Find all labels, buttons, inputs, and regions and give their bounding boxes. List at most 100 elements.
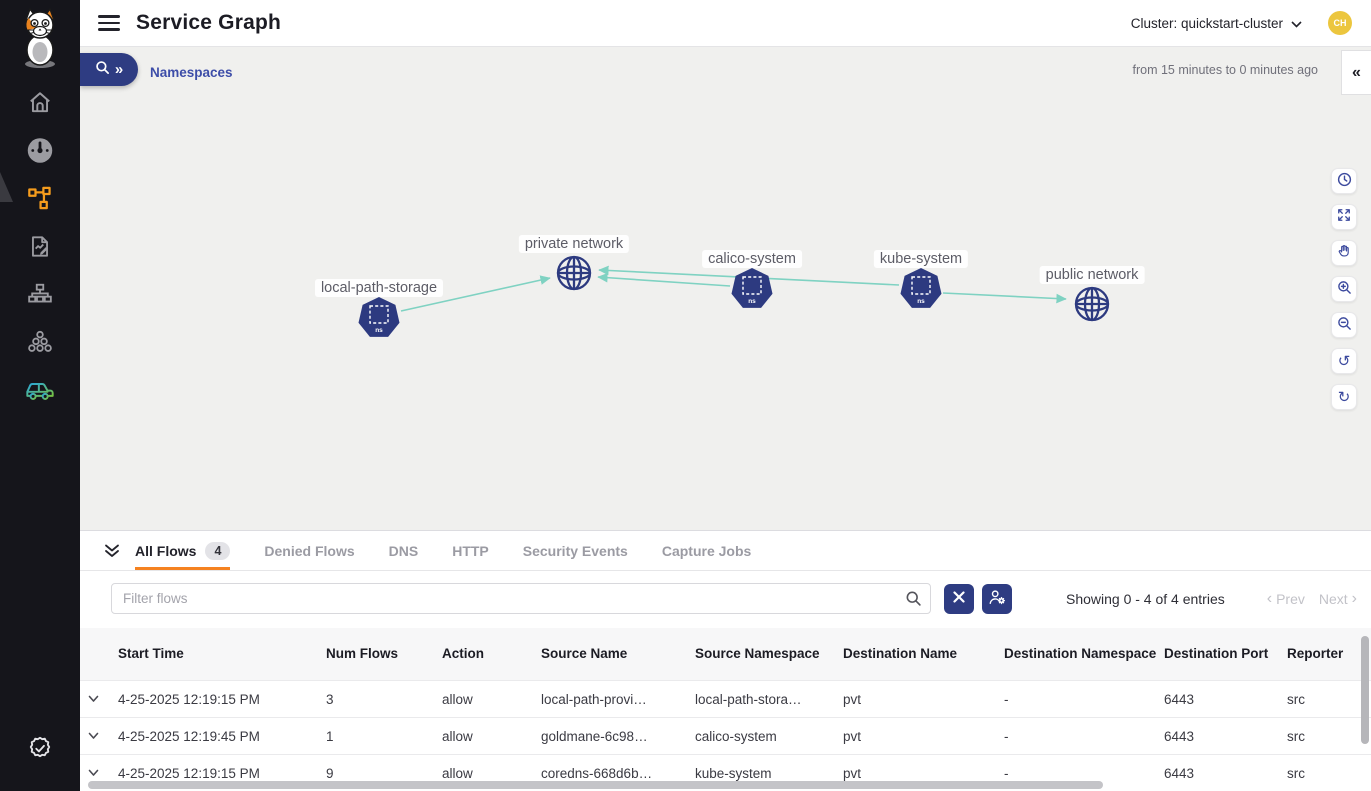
col-source-namespace[interactable]: Source Namespace <box>695 645 820 661</box>
col-destination-namespace[interactable]: Destination Namespace <box>1004 645 1157 661</box>
undo-layout-button[interactable]: ↺ <box>1331 348 1357 374</box>
table-cell: allow <box>442 765 473 781</box>
user-settings-button[interactable] <box>982 583 1012 614</box>
node-label[interactable]: private network <box>518 235 630 253</box>
graph-node-kube-system[interactable]: ns <box>899 267 943 316</box>
avatar[interactable]: CH <box>1328 11 1352 35</box>
node-label[interactable]: calico-system <box>702 250 802 268</box>
clusters-icon <box>27 330 54 360</box>
prev-page-button[interactable]: ‹ Prev <box>1266 589 1305 607</box>
pan-tool-button[interactable] <box>1331 240 1357 266</box>
col-action[interactable]: Action <box>442 645 484 661</box>
flows-tabs: All Flows 4 Denied Flows DNS HTTP Securi… <box>80 531 1371 571</box>
filter-flows-input[interactable] <box>111 583 931 614</box>
collapse-panel-button[interactable] <box>104 544 120 558</box>
tab-all-flows[interactable]: All Flows 4 <box>135 531 231 570</box>
graph-node-calico-system[interactable]: ns <box>730 267 774 316</box>
network-tree-icon <box>27 283 53 312</box>
node-label[interactable]: kube-system <box>873 250 969 268</box>
certificate-check-icon <box>26 736 54 767</box>
zoom-out-icon <box>1337 316 1352 335</box>
table-cell: pvt <box>843 691 862 707</box>
clock-icon <box>1337 172 1352 191</box>
flows-table-header: Start Time Num Flows Action Source Name … <box>80 628 1371 680</box>
menu-toggle-button[interactable] <box>98 15 120 31</box>
sidebar-item-clusters[interactable] <box>27 329 54 361</box>
sidebar-item-certificate[interactable] <box>26 735 54 768</box>
tab-http[interactable]: HTTP <box>452 542 489 559</box>
tab-security-events[interactable]: Security Events <box>522 542 628 559</box>
col-num-flows[interactable]: Num Flows <box>326 645 399 661</box>
graph-node-local-path-storage[interactable]: ns <box>357 296 401 345</box>
cluster-selector[interactable]: Cluster: quickstart-cluster <box>1131 16 1302 31</box>
col-destination-name[interactable]: Destination Name <box>843 645 958 661</box>
table-cell: 9 <box>326 765 334 781</box>
sidebar-item-dashboard[interactable] <box>26 137 54 170</box>
refresh-button[interactable]: ↻ <box>1331 384 1357 410</box>
breadcrumb[interactable]: Namespaces <box>150 65 233 80</box>
row-expand-chevron[interactable] <box>88 769 118 777</box>
policies-report-icon <box>27 236 53 264</box>
collapse-right-panel-button[interactable]: « <box>1341 50 1371 95</box>
col-reporter[interactable]: Reporter <box>1287 645 1344 661</box>
table-cell: allow <box>442 728 473 744</box>
table-cell: src <box>1287 691 1305 707</box>
expand-icon <box>1337 208 1351 226</box>
table-cell: allow <box>442 691 473 707</box>
chevron-down-icon <box>1291 16 1302 31</box>
zoom-in-icon <box>1337 280 1352 299</box>
pagination: ‹ Prev Next › <box>1266 589 1357 607</box>
home-icon <box>27 92 53 120</box>
active-item-notch <box>0 172 13 202</box>
graph-edges <box>400 265 1067 312</box>
showing-entries-label: Showing 0 - 4 of 4 entries <box>1065 590 1225 607</box>
tab-denied-flows[interactable]: Denied Flows <box>264 542 355 559</box>
header: Service Graph Cluster: quickstart-cluste… <box>80 0 1371 47</box>
table-cell: calico-system <box>695 728 777 744</box>
tab-capture-jobs[interactable]: Capture Jobs <box>661 542 752 559</box>
fit-to-screen-button[interactable] <box>1331 204 1357 230</box>
sidebar-item-service-graph[interactable] <box>27 185 54 217</box>
graph-node-private-network[interactable] <box>554 253 594 298</box>
next-page-button[interactable]: Next › <box>1318 589 1357 607</box>
sidebar-item-car[interactable] <box>25 377 55 408</box>
row-expand-chevron[interactable] <box>88 695 118 703</box>
table-cell: pvt <box>843 728 862 744</box>
col-start-time[interactable]: Start Time <box>118 645 184 661</box>
node-label[interactable]: public network <box>1039 266 1145 284</box>
service-graph-canvas[interactable]: » Namespaces from 15 minutes to 0 minute… <box>80 47 1371 530</box>
col-destination-port[interactable]: Destination Port <box>1164 645 1269 661</box>
zoom-in-button[interactable] <box>1331 276 1357 302</box>
sidebar-item-policies[interactable] <box>27 234 53 265</box>
sidebar-item-home[interactable] <box>27 90 53 121</box>
page-title: Service Graph <box>136 11 282 34</box>
graph-time-settings-button[interactable] <box>1331 168 1357 194</box>
clear-filter-button[interactable] <box>944 583 974 614</box>
col-source-name[interactable]: Source Name <box>541 645 628 661</box>
graph-node-public-network[interactable] <box>1072 284 1112 329</box>
sidebar-item-network[interactable] <box>27 282 53 313</box>
vertical-scrollbar[interactable] <box>1361 636 1369 744</box>
tab-dns[interactable]: DNS <box>388 542 419 559</box>
horizontal-scrollbar[interactable] <box>88 781 1103 789</box>
refresh-icon: ↻ <box>1337 388 1351 406</box>
table-cell: 3 <box>326 691 334 707</box>
table-cell: 4-25-2025 12:19:15 PM <box>118 765 260 781</box>
calico-cat-logo <box>18 7 62 75</box>
chevron-right-icon: › <box>1351 589 1357 607</box>
sidebar <box>0 0 80 791</box>
ns-badge: ns <box>375 327 383 334</box>
table-cell: - <box>1004 765 1009 781</box>
zoom-out-button[interactable] <box>1331 312 1357 338</box>
table-row[interactable]: 4-25-2025 12:19:45 PM 1 allow goldmane-6c98… <box>80 717 1371 754</box>
chevron-left-icon: ‹ <box>1266 589 1273 607</box>
node-label[interactable]: local-path-storage <box>314 279 444 297</box>
row-expand-chevron[interactable] <box>88 732 118 740</box>
graph-search-button[interactable]: » <box>80 53 138 86</box>
table-row[interactable]: 4-25-2025 12:19:15 PM 3 allow local-path-pr… <box>80 680 1371 717</box>
search-icon[interactable] <box>905 590 922 612</box>
cluster-selector-label: Cluster: quickstart-cluster <box>1130 15 1283 31</box>
table-cell: local-path-stora… <box>695 691 802 707</box>
search-icon <box>95 60 110 80</box>
table-cell: src <box>1287 728 1305 744</box>
